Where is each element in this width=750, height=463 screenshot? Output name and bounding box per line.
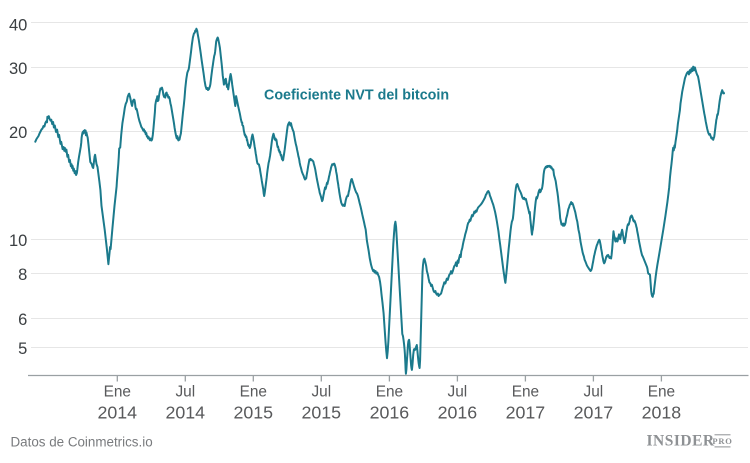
svg-text:30: 30 <box>9 60 27 78</box>
svg-text:10: 10 <box>9 232 27 250</box>
svg-text:6: 6 <box>18 311 27 329</box>
svg-text:Ene: Ene <box>104 384 131 401</box>
svg-text:Ene: Ene <box>512 384 539 401</box>
svg-text:2015: 2015 <box>302 403 342 423</box>
svg-text:2018: 2018 <box>642 403 682 423</box>
svg-text:2015: 2015 <box>234 403 274 423</box>
svg-text:Ene: Ene <box>240 384 267 401</box>
svg-text:PRO: PRO <box>712 436 732 446</box>
svg-text:Datos de Coinmetrics.io: Datos de Coinmetrics.io <box>11 435 153 450</box>
svg-text:Ene: Ene <box>648 384 675 401</box>
svg-text:2014: 2014 <box>166 403 206 423</box>
svg-text:Jul: Jul <box>584 384 604 401</box>
svg-text:2014: 2014 <box>98 403 138 423</box>
svg-text:INSIDER: INSIDER <box>647 433 715 450</box>
svg-text:Ene: Ene <box>376 384 403 401</box>
svg-text:Jul: Jul <box>311 384 331 401</box>
svg-text:20: 20 <box>9 124 27 142</box>
svg-text:Coeficiente NVT del bitcoin: Coeficiente NVT del bitcoin <box>264 88 449 104</box>
svg-text:2017: 2017 <box>574 403 614 423</box>
svg-text:Jul: Jul <box>448 384 468 401</box>
svg-text:2017: 2017 <box>506 403 546 423</box>
svg-text:5: 5 <box>18 340 27 358</box>
svg-text:Jul: Jul <box>175 384 195 401</box>
svg-text:2016: 2016 <box>438 403 478 423</box>
svg-text:40: 40 <box>9 17 27 35</box>
svg-text:8: 8 <box>18 266 27 284</box>
svg-text:2016: 2016 <box>370 403 410 423</box>
